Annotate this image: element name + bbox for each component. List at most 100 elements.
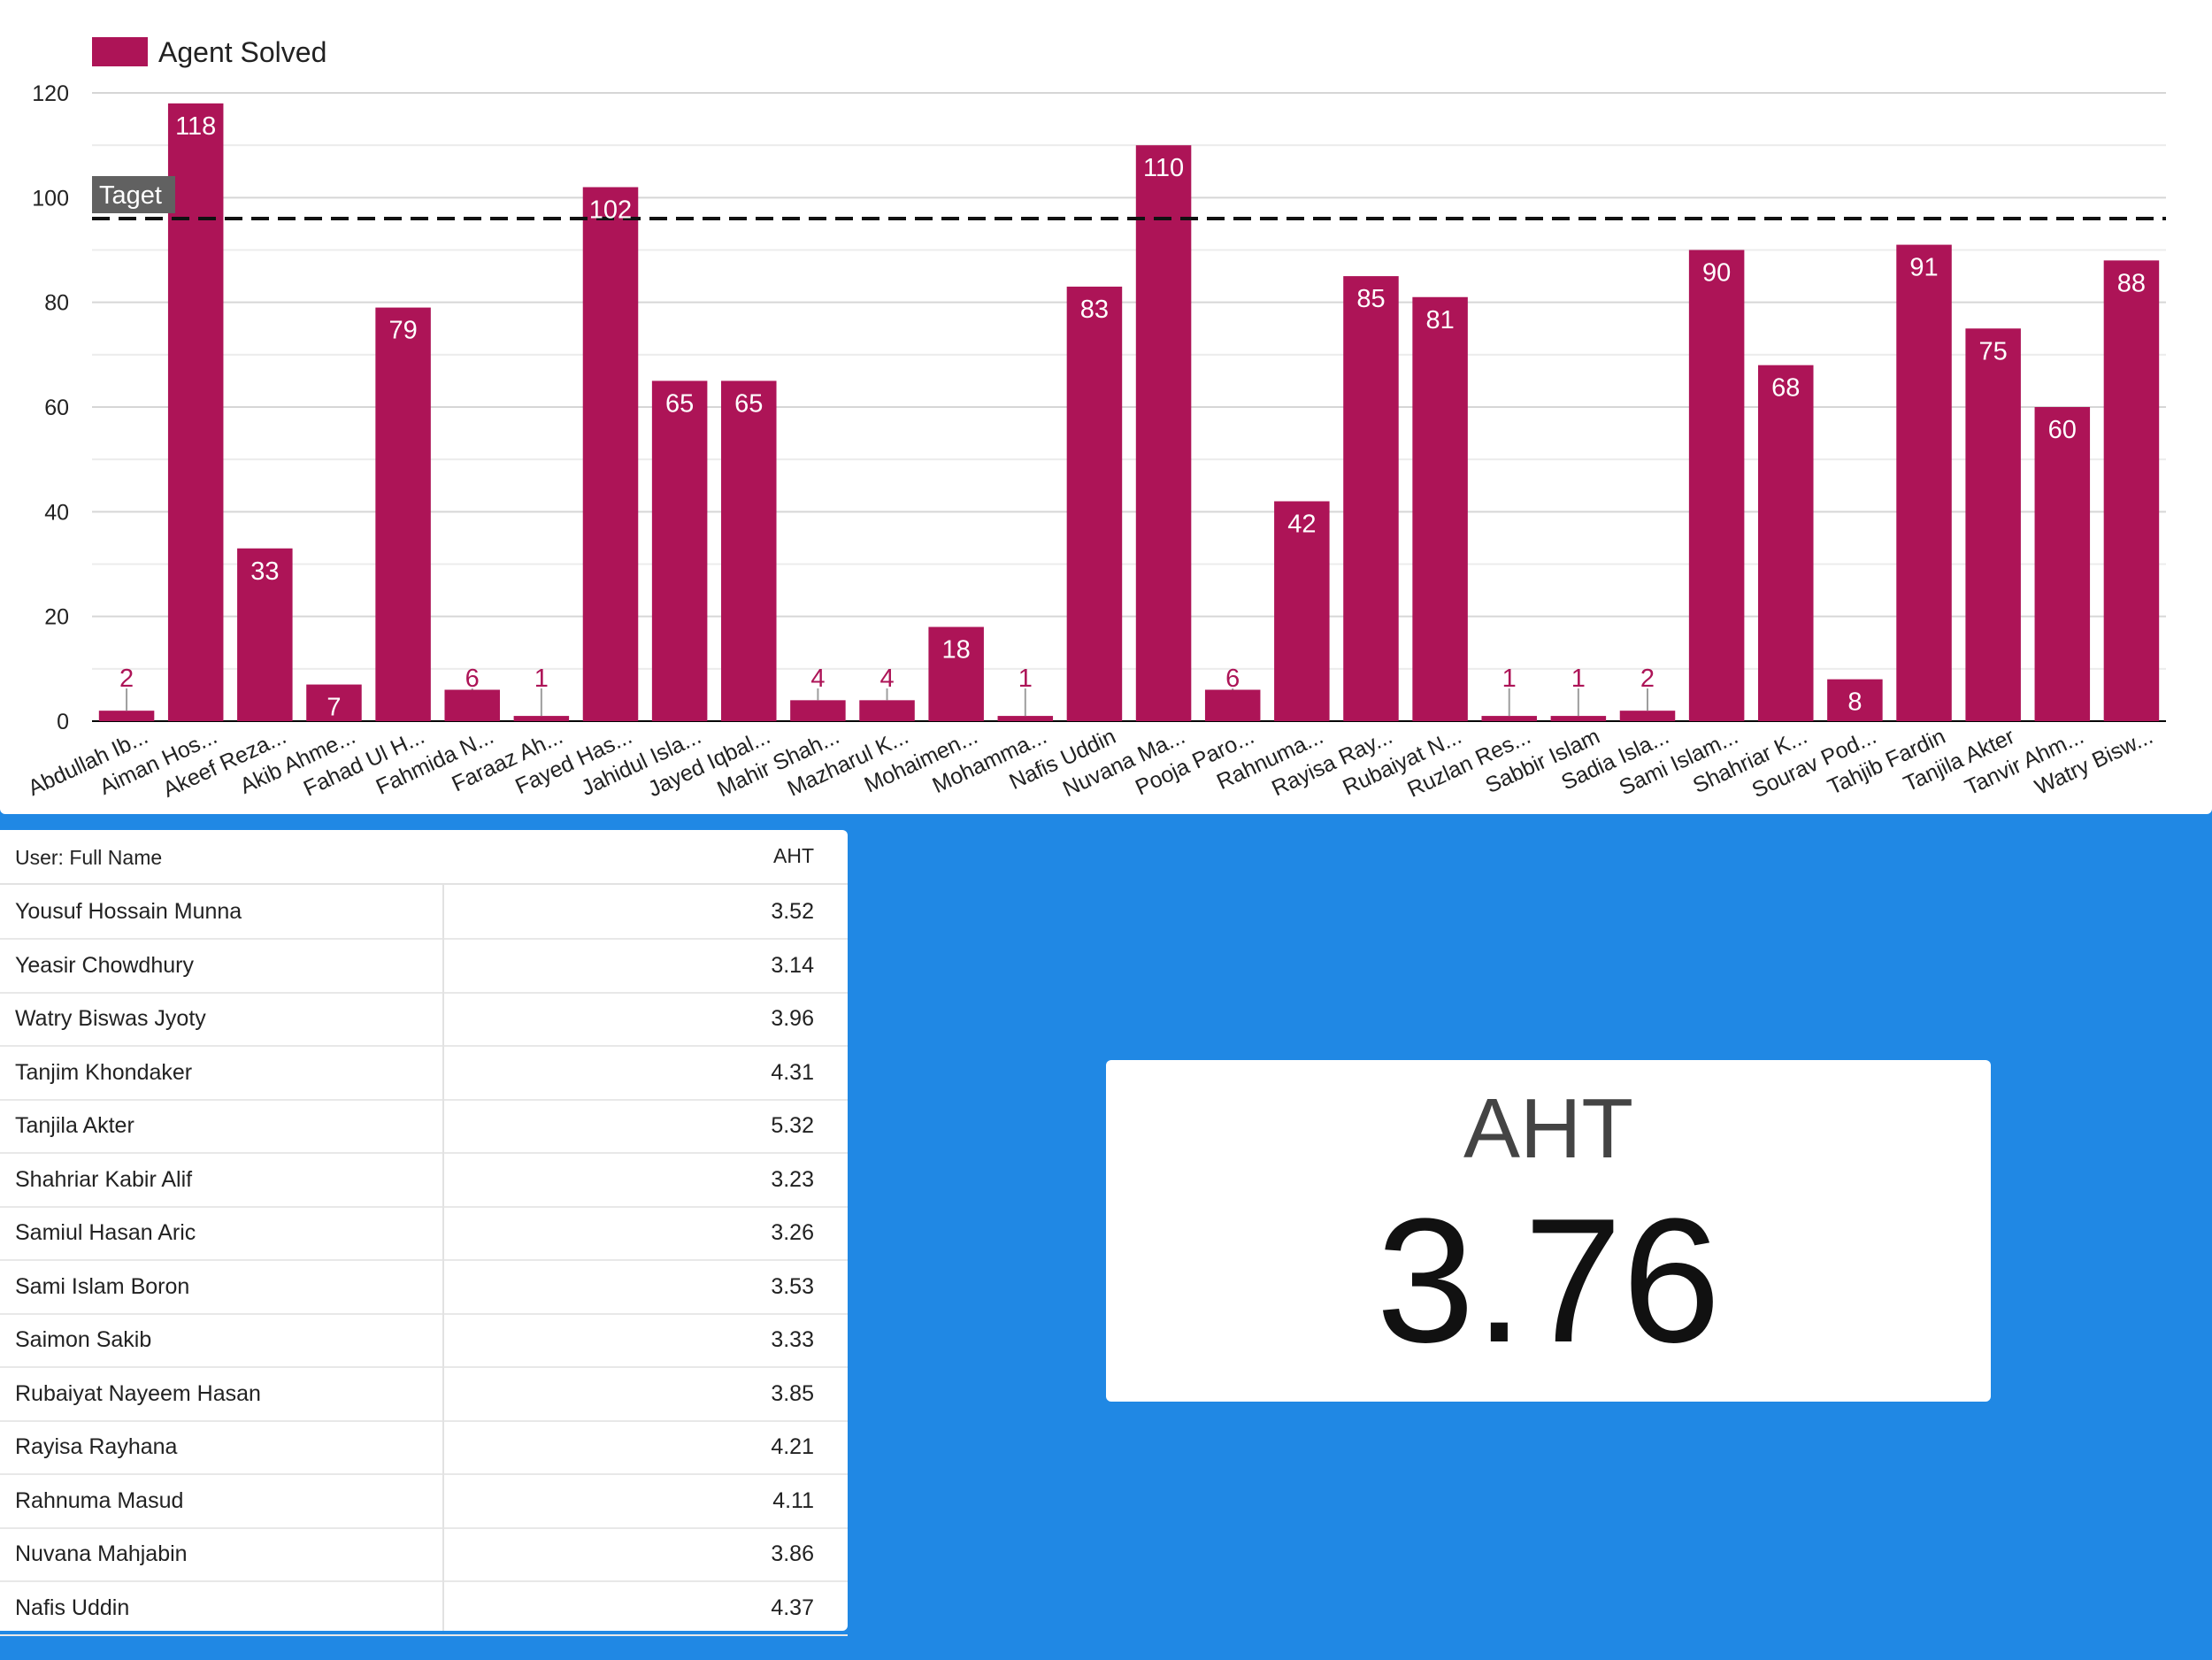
- bar[interactable]: [1619, 711, 1676, 721]
- bar-value-label: 60: [2048, 416, 2077, 444]
- bar-value-label: 18: [942, 636, 971, 665]
- bar-value-label: 7: [326, 694, 341, 722]
- bar[interactable]: [1343, 276, 1399, 721]
- bar[interactable]: [1827, 679, 1883, 721]
- bar-value-label: 1: [534, 665, 549, 693]
- bar[interactable]: [1135, 145, 1192, 721]
- target-line: Taget: [92, 176, 2166, 220]
- cell-full-name: Yeasir Chowdhury: [15, 952, 194, 978]
- bar[interactable]: [1550, 716, 1607, 721]
- table-row[interactable]: Watry Biswas Jyoty 3.96: [0, 992, 848, 1047]
- agent-solved-chart-panel: Agent Solved Taget 0 20 40 60 80 100 120 2 Abdul…: [0, 0, 2212, 814]
- bar-value-label: 102: [589, 196, 632, 225]
- table-row[interactable]: Samiul Hasan Aric 3.26: [0, 1206, 848, 1261]
- cell-aht: 3.52: [771, 899, 814, 924]
- bar-value-label: 118: [175, 112, 216, 141]
- bar[interactable]: [1412, 296, 1468, 721]
- bar[interactable]: [306, 684, 362, 721]
- cell-aht: 4.31: [771, 1059, 814, 1085]
- bar-value-label: 79: [388, 317, 417, 345]
- agent-solved-bar-chart: Agent Solved Taget 0204060801001202Abdul…: [25, 36, 2166, 803]
- cell-full-name: Samiul Hasan Aric: [15, 1220, 196, 1245]
- bar[interactable]: [1204, 689, 1261, 722]
- bar[interactable]: [859, 700, 915, 721]
- y-tick-label: 40: [44, 500, 69, 525]
- bar[interactable]: [721, 380, 777, 721]
- y-tick-label: 20: [44, 605, 69, 630]
- cell-full-name: Rubaiyat Nayeem Hasan: [15, 1380, 261, 1406]
- column-header-full-name[interactable]: User: Full Name: [15, 846, 163, 869]
- bar[interactable]: [582, 187, 639, 722]
- table-row[interactable]: Sami Islam Boron 3.53: [0, 1260, 848, 1315]
- cell-aht: 3.26: [771, 1220, 814, 1245]
- bar[interactable]: [1896, 244, 1952, 721]
- table-row[interactable]: Tanjila Akter 5.32: [0, 1099, 848, 1154]
- table-row[interactable]: Saimon Sakib 3.33: [0, 1313, 848, 1368]
- table-row[interactable]: Tanjim Khondaker 4.31: [0, 1046, 848, 1101]
- bar[interactable]: [1758, 365, 1814, 721]
- bar-value-label: 42: [1287, 511, 1316, 539]
- bar-value-label: 1: [1571, 665, 1586, 693]
- bar-value-label: 110: [1143, 154, 1184, 182]
- cell-aht: 3.96: [771, 1006, 814, 1031]
- scorecard-title: AHT: [1463, 1081, 1633, 1176]
- bar-value-label: 83: [1080, 296, 1109, 324]
- table-row[interactable]: Rayisa Rayhana 4.21: [0, 1420, 848, 1475]
- table-row[interactable]: Shahriar Kabir Alif 3.23: [0, 1153, 848, 1208]
- bar[interactable]: [651, 380, 708, 721]
- legend-label: Agent Solved: [158, 36, 326, 68]
- bar[interactable]: [2103, 260, 2160, 721]
- column-header-aht[interactable]: AHT: [773, 844, 814, 867]
- cell-full-name: Saimon Sakib: [15, 1327, 152, 1352]
- bar-value-label: 4: [879, 665, 894, 693]
- bar[interactable]: [1688, 250, 1745, 722]
- bar[interactable]: [1066, 286, 1123, 721]
- cell-aht: 4.11: [772, 1487, 814, 1513]
- bar[interactable]: [790, 700, 846, 721]
- scorecard-value: 3.76: [1376, 1182, 1721, 1379]
- table-row[interactable]: Yousuf Hossain Munna 3.52: [0, 885, 848, 940]
- column-divider: [442, 883, 444, 1631]
- cell-full-name: Yousuf Hossain Munna: [15, 899, 242, 924]
- table-row[interactable]: Rahnuma Masud 4.11: [0, 1474, 848, 1529]
- bar[interactable]: [1274, 501, 1330, 722]
- bar[interactable]: [237, 548, 293, 721]
- bar-value-label: 90: [1702, 259, 1731, 288]
- table-row[interactable]: Rubaiyat Nayeem Hasan 3.85: [0, 1367, 848, 1422]
- cell-aht: 3.86: [771, 1541, 814, 1566]
- bar[interactable]: [997, 716, 1054, 721]
- bars: [98, 103, 2160, 722]
- cell-aht: 3.14: [771, 952, 814, 978]
- cell-aht: 3.33: [771, 1327, 814, 1352]
- cell-aht: 5.32: [771, 1113, 814, 1138]
- bar[interactable]: [928, 626, 984, 722]
- bar[interactable]: [1481, 716, 1537, 721]
- y-tick-label: 60: [44, 396, 69, 420]
- table-row[interactable]: Yeasir Chowdhury 3.14: [0, 939, 848, 994]
- y-tick-label: 0: [57, 710, 69, 734]
- table-row[interactable]: Nafis Uddin 4.37: [0, 1581, 848, 1636]
- cell-full-name: Tanjim Khondaker: [15, 1059, 193, 1085]
- bar-value-label: 2: [119, 665, 134, 693]
- table-row[interactable]: Nuvana Mahjabin 3.86: [0, 1527, 848, 1582]
- bar-value-label: 33: [250, 557, 279, 586]
- cell-aht: 3.85: [771, 1380, 814, 1406]
- aht-scorecard: AHT 3.76: [1106, 1060, 1991, 1402]
- bar-value-label: 91: [1909, 254, 1938, 282]
- bar-value-label: 8: [1847, 688, 1862, 717]
- bar[interactable]: [375, 307, 431, 721]
- cell-full-name: Nuvana Mahjabin: [15, 1541, 188, 1566]
- cell-full-name: Tanjila Akter: [15, 1113, 134, 1138]
- cell-full-name: Sami Islam Boron: [15, 1273, 190, 1299]
- bar-value-label: 2: [1640, 665, 1655, 693]
- bar[interactable]: [167, 103, 224, 722]
- bar[interactable]: [2034, 407, 2091, 721]
- bar[interactable]: [98, 711, 155, 721]
- bar[interactable]: [513, 716, 570, 721]
- target-label: Taget: [99, 181, 162, 210]
- bar[interactable]: [444, 689, 500, 722]
- bar-value-label: 75: [1979, 337, 2008, 365]
- y-tick-label: 100: [32, 186, 69, 211]
- bar-value-label: 6: [1225, 665, 1240, 693]
- bar[interactable]: [1965, 328, 2021, 721]
